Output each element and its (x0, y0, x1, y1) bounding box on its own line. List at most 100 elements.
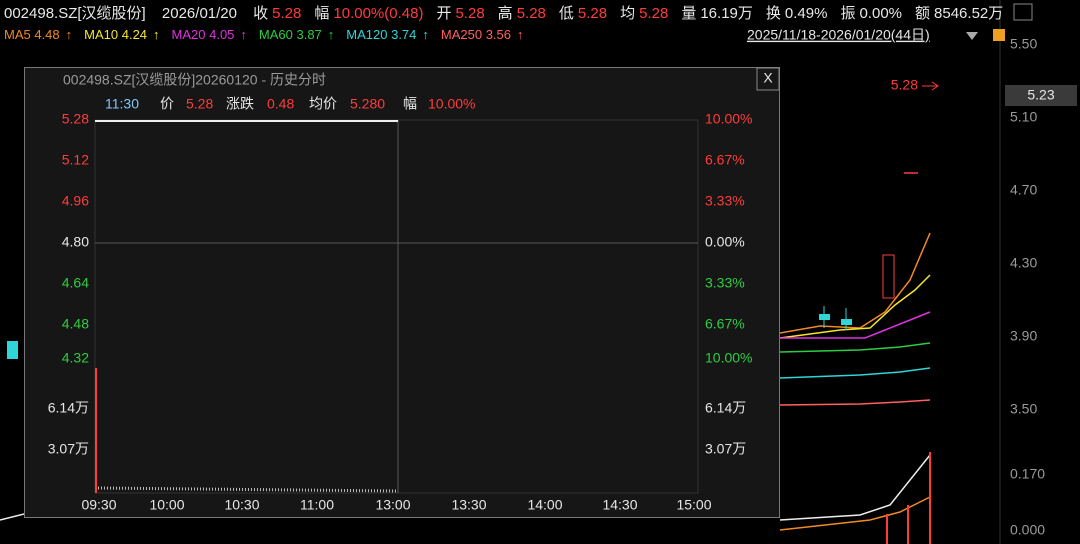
ma-text: MA250 3.56 (440, 27, 511, 42)
time-tick: 13:00 (375, 497, 410, 513)
right-tick: 10.00% (705, 111, 752, 127)
info-value: 5.28 (186, 96, 213, 112)
ma-arrow: ↑ (65, 27, 73, 42)
volume-tick: 0.170 (1010, 466, 1045, 482)
info-label: 均价 (309, 96, 337, 112)
field-label: 幅 (314, 5, 330, 22)
left-volume-tick: 3.07万 (48, 441, 89, 457)
time-tick: 14:00 (527, 497, 562, 513)
field-label: 收 (253, 5, 269, 22)
info-label: 价 (160, 96, 174, 112)
ma-text: MA120 3.74 (346, 27, 417, 42)
popup-title: 002498.SZ[汉缆股份]20260120 - 历史分时 (63, 72, 326, 88)
time-tick: 15:00 (676, 497, 711, 513)
ma-arrow: ↑ (327, 27, 335, 42)
ma-arrow: ↑ (153, 27, 160, 42)
field-label: 开 (436, 5, 452, 22)
price-tick: 4.30 (1010, 255, 1037, 271)
volume-bar (95, 368, 97, 493)
info-time: 11:30 (105, 96, 139, 112)
ma-text: MA20 4.05 (171, 27, 235, 42)
time-tick: 10:30 (224, 497, 259, 513)
field-label: 低 (558, 5, 574, 22)
ma-arrow: ↑ (517, 27, 524, 42)
field-value: 5.28 (577, 5, 608, 22)
ma-text: MA60 3.87 (258, 27, 322, 42)
popup: 002498.SZ[汉缆股份]20260120 - 历史分时 X 11:30 价… (24, 67, 780, 518)
volume-tick: 0.000 (1010, 522, 1045, 538)
close-button[interactable] (756, 67, 780, 91)
info-value: 0.48 (267, 96, 294, 112)
field-label: 额 (915, 5, 931, 22)
time-tick: 13:30 (451, 497, 486, 513)
candles (7, 172, 931, 544)
right-volume-tick: 6.14万 (705, 400, 746, 416)
ma-item: MA120 3.74 ↑ (346, 27, 429, 42)
toolbar-icon[interactable] (1013, 3, 1033, 21)
field-label: 高 (497, 5, 513, 22)
info-value: 10.00% (428, 96, 475, 112)
date-range[interactable]: 2025/11/18-2026/01/20(44日) (747, 27, 930, 43)
time-tick: 10:00 (149, 497, 184, 513)
ma-arrow: ↑ (422, 27, 429, 42)
time-tick: 11:00 (300, 497, 334, 513)
ma-text: MA10 4.24 (84, 27, 148, 42)
price-tick: 5.50 (1010, 36, 1037, 52)
field-value: 5.28 (516, 5, 546, 22)
left-volume-tick: 6.14万 (48, 400, 89, 416)
left-tick: 4.80 (62, 234, 89, 250)
price-tick: 4.70 (1010, 182, 1037, 198)
limit-marker: 5.28 (891, 77, 918, 93)
field-value: 5.28 (639, 5, 669, 22)
info-label: 幅 (403, 96, 417, 112)
popup-frame (24, 67, 780, 518)
time-tick: 14:30 (602, 497, 637, 513)
left-tick: 4.96 (62, 193, 89, 209)
stock-code: 002498.SZ[汉缆股份] (4, 5, 146, 22)
ma-item: MA5 4.48 ↑ (4, 27, 72, 42)
info-value: 5.280 (350, 96, 385, 112)
ma-item: MA60 3.87 ↑ (259, 27, 334, 42)
price-tag-bg (1005, 85, 1077, 106)
right-volume-tick: 3.07万 (705, 441, 746, 457)
right-tick: 3.33% (705, 275, 745, 291)
right-tick: 3.33% (705, 193, 745, 209)
field-value: 10.00%(0.48) (333, 5, 424, 22)
field-label: 振 (840, 5, 856, 22)
field-value: 5.28 (455, 5, 485, 22)
volume-bars (97, 486, 399, 493)
current-price: 5.23 (1027, 87, 1054, 103)
ma-text: MA5 4.48 (4, 27, 60, 42)
field-value: 0.00% (859, 5, 903, 22)
right-tick: 10.00% (705, 350, 752, 366)
field-value: 8546.52万 (934, 5, 1004, 22)
right-tick: 6.67% (705, 316, 745, 332)
lock-icon[interactable] (993, 29, 1005, 41)
price-tick: 5.10 (1010, 109, 1037, 125)
field-label: 均 (620, 5, 636, 22)
ma-legend: MA5 4.48 ↑ MA10 4.24 ↑ MA20 4.05 ↑ MA60 3.87 ↑ M… (4, 27, 536, 42)
price-tick: 3.50 (1010, 401, 1037, 417)
ma-item: MA250 3.56 ↑ (441, 27, 524, 42)
quote-date: 2026/01/20 (161, 5, 237, 22)
close-label[interactable]: X (763, 70, 773, 86)
left-tick: 4.32 (62, 350, 89, 366)
info-label: 涨跌 (226, 96, 254, 112)
left-tick: 4.64 (62, 275, 89, 291)
price-tick: 3.90 (1010, 328, 1037, 344)
field-value: 5.28 (272, 5, 302, 22)
right-tick: 0.00% (705, 234, 745, 250)
limit-arrow (922, 81, 939, 91)
ma-item: MA10 4.24 ↑ (84, 27, 159, 42)
left-tick: 4.48 (62, 316, 89, 332)
ma-arrow: ↑ (240, 27, 247, 42)
quote-header: 002498.SZ[汉缆股份] 2026/01/20 收 5.28 幅 10.00%(… (4, 2, 1016, 23)
field-value: 16.19万 (700, 5, 753, 22)
dropdown[interactable] (966, 32, 978, 40)
ma-item: MA20 4.05 ↑ (172, 27, 247, 42)
time-tick: 09:30 (81, 497, 116, 513)
field-label: 换 (765, 5, 781, 22)
field-value: 0.49% (784, 5, 828, 22)
